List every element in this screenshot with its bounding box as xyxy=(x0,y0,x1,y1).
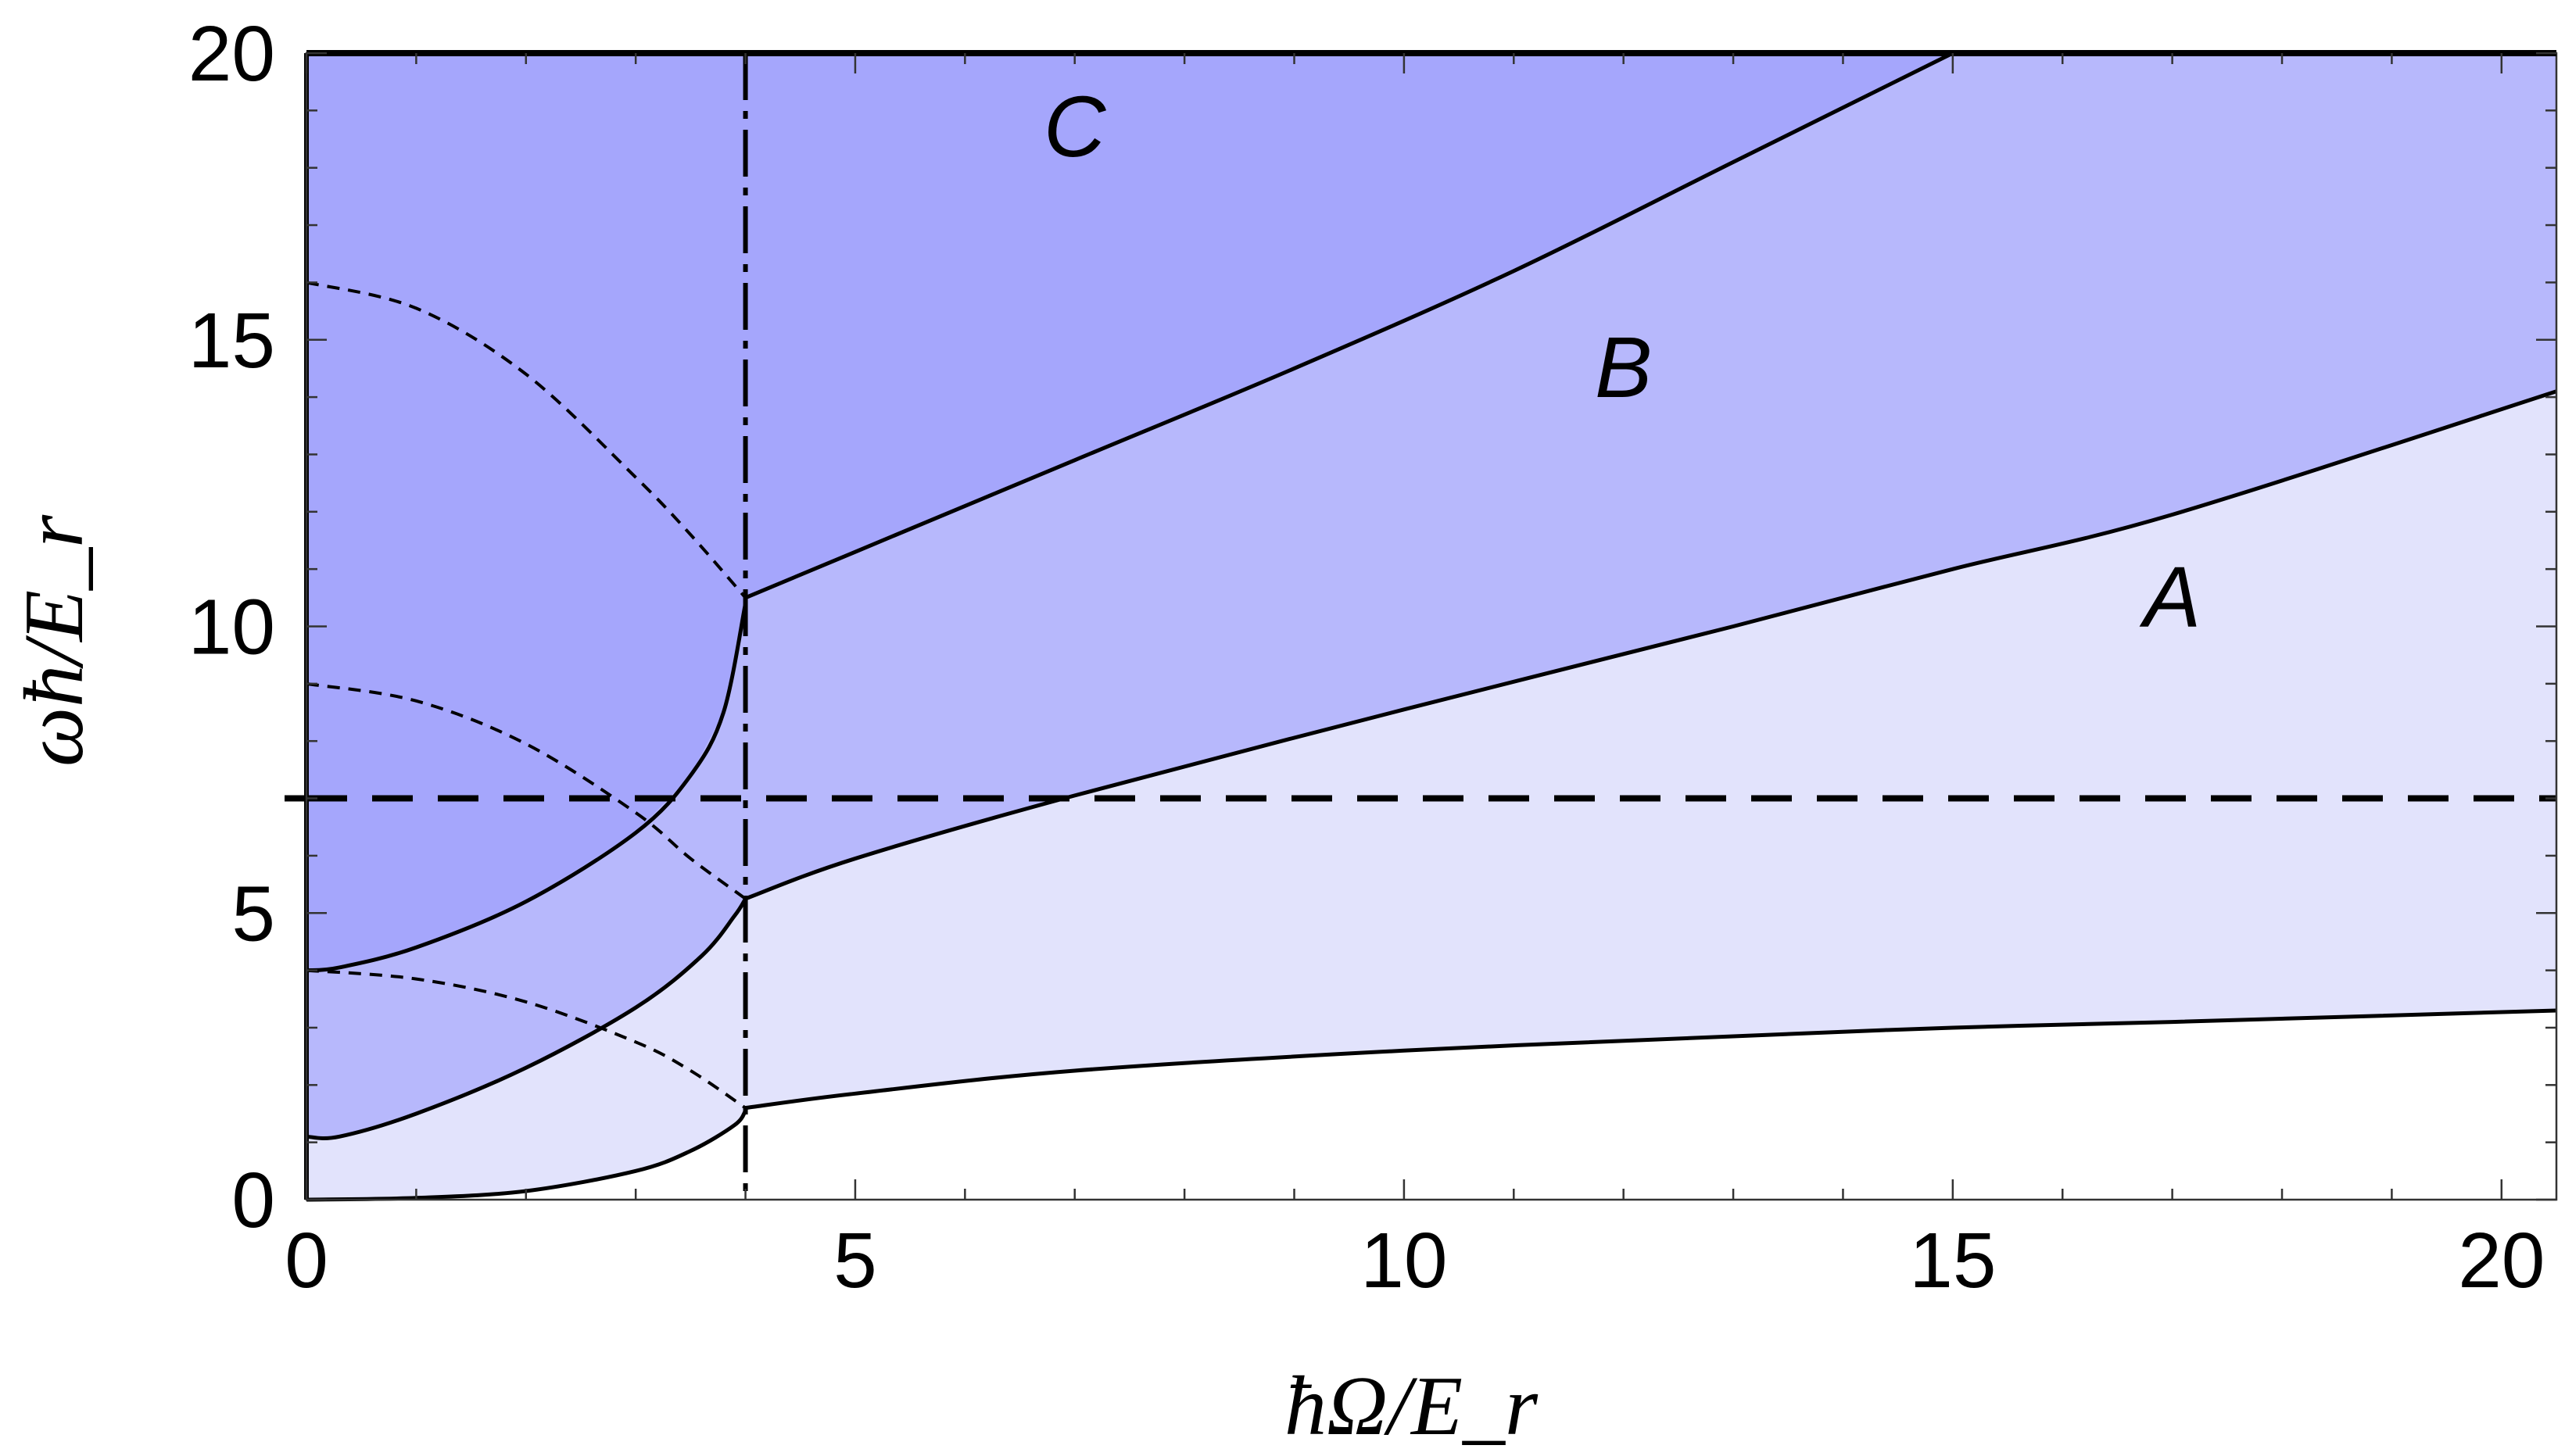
region-label-c: C xyxy=(1044,79,1107,175)
boundary-curve-3 xyxy=(744,389,2557,901)
x-tick-label: 5 xyxy=(833,1217,877,1304)
y-tick-label: 15 xyxy=(188,297,275,385)
y-tick-label: 20 xyxy=(188,10,275,98)
shaded-regions xyxy=(306,53,2556,1200)
dashed-curve-8 xyxy=(306,281,747,599)
x-tick-label: 10 xyxy=(1360,1217,1447,1304)
y-tick-label: 10 xyxy=(188,584,275,671)
x-tick-label: 20 xyxy=(2458,1217,2545,1304)
region-empty-fill xyxy=(306,1010,2556,1200)
tick-labels: 0 5 10 15 20 0 5 10 15 20 xyxy=(188,10,2545,1304)
region-b-fill xyxy=(306,53,2556,1137)
region-label-a: A xyxy=(2139,549,2201,646)
x-tick-label: 15 xyxy=(1909,1217,1996,1304)
region-labels: A B C xyxy=(1044,79,2201,645)
boundary-curve-4 xyxy=(306,603,748,973)
boundary-curve-1 xyxy=(745,1008,2557,1111)
boundary-curve-5 xyxy=(744,51,1954,600)
axis-ticks xyxy=(305,52,2556,1201)
boundary-curves xyxy=(306,51,2557,1202)
y-axis-label: ωħ/E_r xyxy=(8,514,101,767)
dashed-curve-6 xyxy=(306,968,747,1110)
x-axis-label: ħΩ/E_r xyxy=(1284,1360,1539,1453)
region-label-b: B xyxy=(1595,320,1652,416)
y-tick-label: 5 xyxy=(231,870,275,957)
dashed-curve-7 xyxy=(306,681,747,900)
boundary-curve-2 xyxy=(306,897,747,1140)
boundary-curve-0 xyxy=(306,1109,747,1202)
x-tick-label: 0 xyxy=(285,1217,328,1304)
y-tick-label: 0 xyxy=(231,1157,275,1244)
